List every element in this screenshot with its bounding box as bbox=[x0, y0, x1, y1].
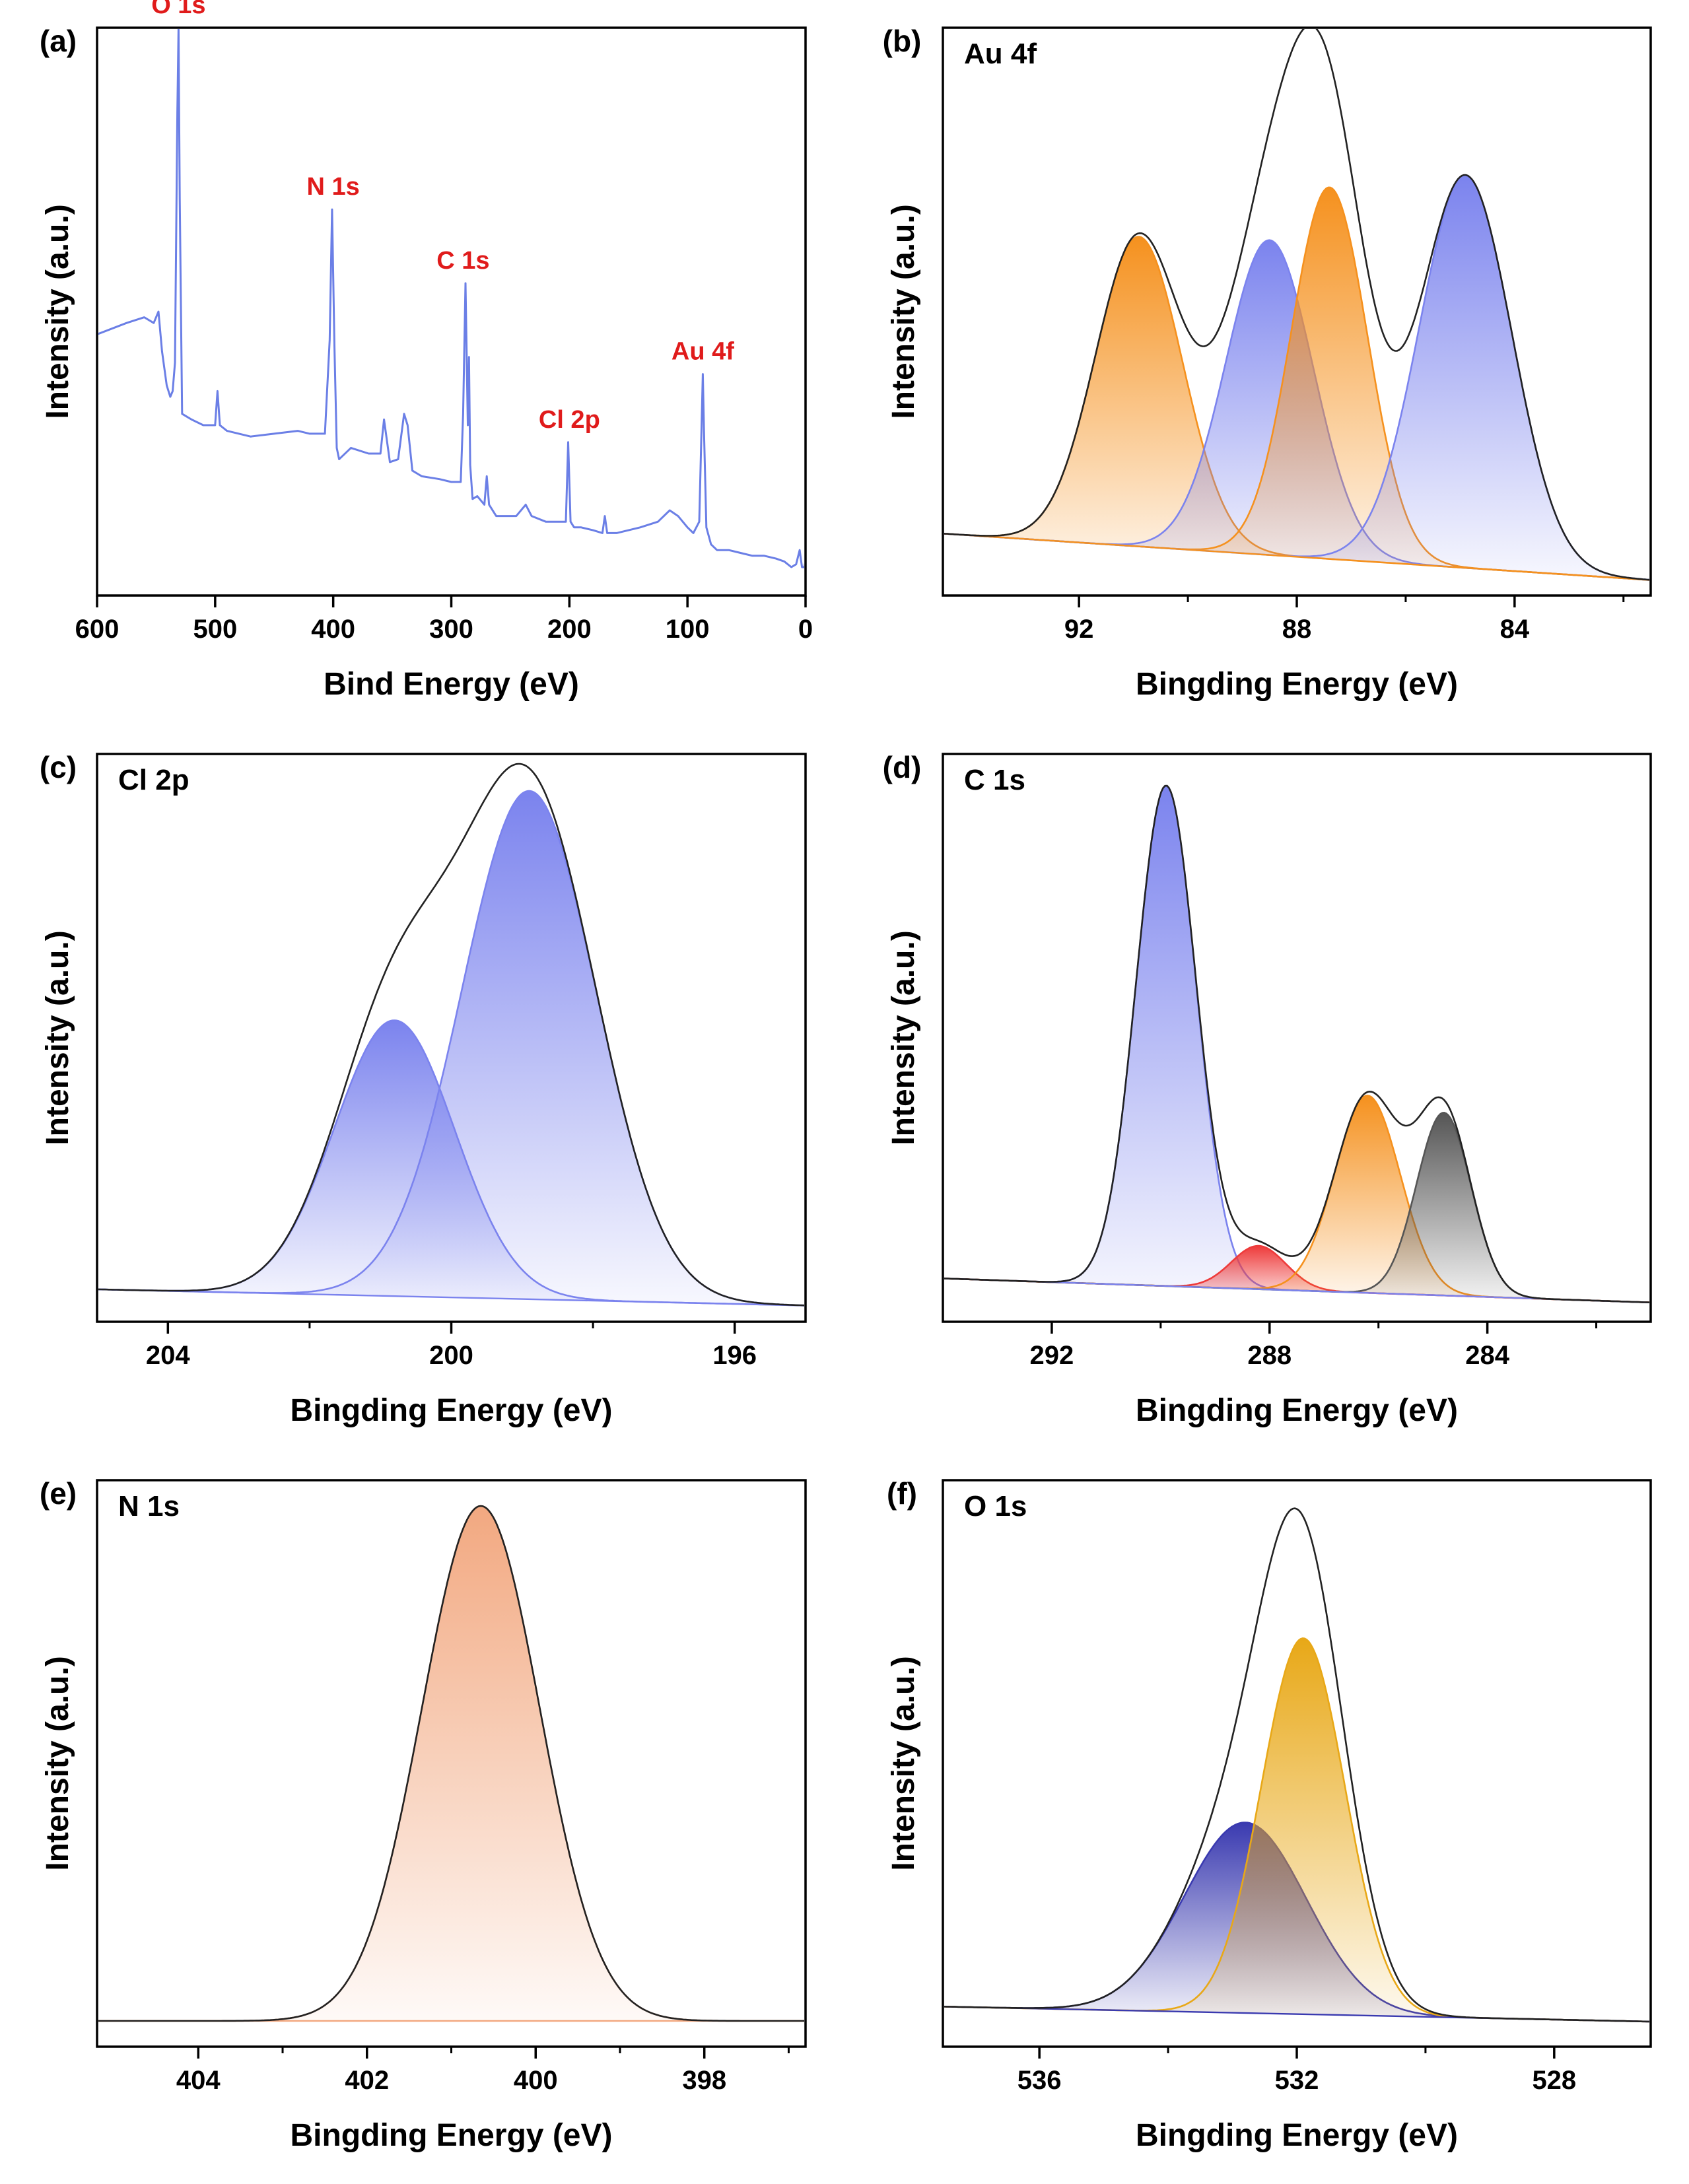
x-tick-label: 100 bbox=[666, 615, 710, 644]
x-axis-label: Bind Energy (eV) bbox=[324, 667, 579, 702]
x-tick-label: 300 bbox=[429, 615, 473, 644]
y-axis-label: Intensity (a.u.) bbox=[886, 930, 921, 1145]
peak-annotation: C 1s bbox=[436, 247, 489, 275]
plot-area bbox=[98, 763, 804, 1307]
x-axis-label: Bingding Energy (eV) bbox=[1136, 2118, 1458, 2153]
y-axis-label: Intensity (a.u.) bbox=[886, 204, 921, 419]
x-axis-label: Bingding Energy (eV) bbox=[290, 1393, 612, 1428]
x-axis-label: Bingding Energy (eV) bbox=[1136, 1393, 1458, 1428]
x-tick-label: 200 bbox=[547, 615, 592, 644]
plot-area bbox=[98, 1505, 804, 2022]
peak-fill-1 bbox=[944, 786, 1649, 1303]
plot-area bbox=[944, 784, 1649, 1304]
x-tick-label: 200 bbox=[429, 1341, 473, 1370]
peak-fill-2 bbox=[98, 791, 804, 1306]
x-tick-label: 600 bbox=[75, 615, 120, 644]
y-axis-label: Intensity (a.u.) bbox=[40, 1656, 75, 1870]
x-tick-label: 404 bbox=[176, 2066, 221, 2095]
x-tick-label: 292 bbox=[1030, 1341, 1074, 1370]
x-tick-label: 528 bbox=[1532, 2066, 1576, 2095]
panel-label: (c) bbox=[40, 750, 77, 784]
background-baseline bbox=[98, 1288, 804, 1307]
panel-label: (b) bbox=[883, 24, 922, 58]
peak-fill-4 bbox=[944, 176, 1649, 580]
x-tick-label: 400 bbox=[311, 615, 355, 644]
plot-frame bbox=[942, 753, 1652, 1323]
x-tick-label: 284 bbox=[1465, 1341, 1509, 1370]
x-tick-label: 84 bbox=[1500, 615, 1530, 644]
x-tick-label: 196 bbox=[712, 1341, 757, 1370]
x-tick-label: 204 bbox=[146, 1341, 190, 1370]
panel-title: Au 4f bbox=[964, 38, 1037, 70]
panel-a: O 1s N 1s C 1s Cl 2p Au 4f 600 500 400 300 200 100… bbox=[40, 0, 813, 702]
x-axis-label: Bingding Energy (eV) bbox=[290, 2118, 612, 2153]
x-tick-label: 92 bbox=[1064, 615, 1094, 644]
survey-line bbox=[98, 29, 804, 568]
envelope-line bbox=[98, 1505, 804, 2022]
y-axis-label: Intensity (a.u.) bbox=[40, 204, 75, 419]
panel-title: C 1s bbox=[964, 764, 1025, 796]
background-baseline bbox=[944, 1278, 1649, 1303]
peak-fill-4 bbox=[944, 1112, 1649, 1303]
panel-label: (e) bbox=[40, 1476, 77, 1511]
peak-annotation: Au 4f bbox=[672, 338, 734, 366]
envelope-line bbox=[944, 29, 1649, 581]
x-tick-label: 500 bbox=[193, 615, 237, 644]
x-tick-label: 0 bbox=[798, 615, 813, 644]
panel-title: Cl 2p bbox=[118, 764, 190, 796]
peak-annotation: Cl 2p bbox=[539, 406, 600, 434]
x-tick-label: 532 bbox=[1275, 2066, 1319, 2095]
panel-e: N 1s 404 402 400 398 Bingding Energy (eV) Inte… bbox=[40, 1476, 807, 2153]
panel-title: O 1s bbox=[964, 1490, 1027, 1522]
background-baseline bbox=[944, 533, 1649, 581]
panel-f: O 1s 536 532 528 Bingding Energy (eV) Intensi… bbox=[886, 1476, 1652, 2153]
x-tick-label: 536 bbox=[1017, 2066, 1062, 2095]
plot-area bbox=[944, 1507, 1649, 2023]
panel-c: Cl 2p 204 200 196 Bingding Energy (eV) Intens… bbox=[40, 750, 807, 1428]
peak-annotation: N 1s bbox=[307, 173, 360, 201]
panel-label: (a) bbox=[40, 24, 77, 58]
panel-title: N 1s bbox=[118, 1490, 180, 1522]
peak-fill-2 bbox=[944, 1638, 1649, 2022]
x-tick-label: 400 bbox=[514, 2066, 558, 2095]
y-axis-label: Intensity (a.u.) bbox=[40, 930, 75, 1145]
envelope-line bbox=[98, 763, 804, 1307]
peak-fill-1 bbox=[944, 236, 1649, 580]
envelope-line bbox=[944, 784, 1649, 1304]
x-tick-label: 398 bbox=[682, 2066, 726, 2095]
y-axis-label: Intensity (a.u.) bbox=[886, 1656, 921, 1870]
peak-fill-1 bbox=[98, 1506, 804, 2021]
x-tick-label: 402 bbox=[345, 2066, 389, 2095]
x-tick-label: 288 bbox=[1247, 1341, 1292, 1370]
plot-area bbox=[98, 29, 804, 568]
plot-area bbox=[944, 29, 1649, 581]
peak-fill-3 bbox=[944, 187, 1649, 580]
envelope-line bbox=[944, 1507, 1649, 2023]
panel-label: (d) bbox=[883, 750, 922, 784]
x-tick-label: 88 bbox=[1282, 615, 1312, 644]
panel-b: Au 4f 92 88 84 Bingding Energy (eV) Intensity… bbox=[883, 24, 1652, 702]
peak-annotation: O 1s bbox=[151, 0, 205, 19]
panel-label: (f) bbox=[887, 1476, 917, 1511]
x-axis-label: Bingding Energy (eV) bbox=[1136, 667, 1458, 702]
